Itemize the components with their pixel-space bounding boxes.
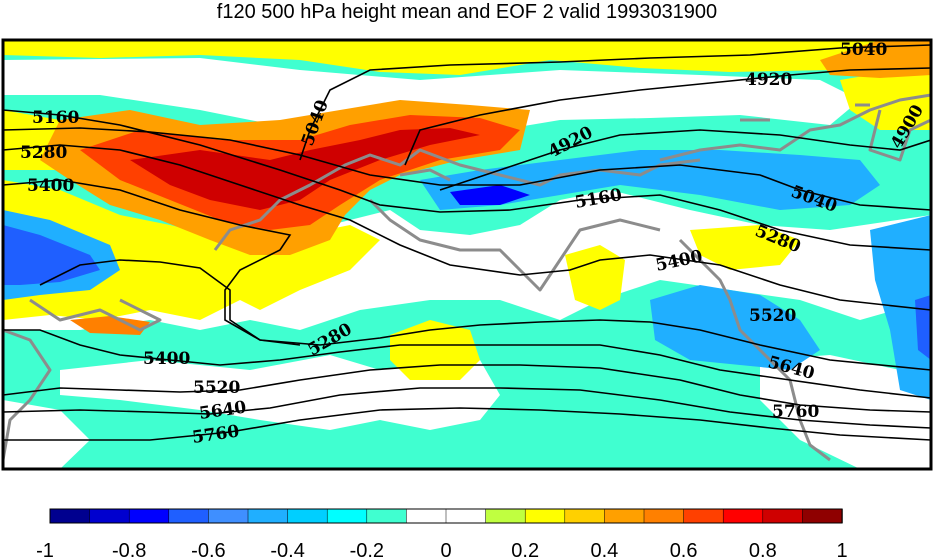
blue-region-north-dark [450,185,530,205]
colorbar-tick-label: 0.4 [590,540,618,558]
colorbar-cells [49,508,843,524]
contour-label: 5160 [32,108,79,128]
colorbar-tick-label: -0.4 [270,540,304,558]
blue-region-far-east [870,215,931,400]
colorbar-cell [287,508,328,524]
yellow-region-patch-1 [565,245,625,310]
contour-5760 [3,407,931,441]
colorbar-cell [683,508,724,524]
orange-region-small [70,316,150,335]
colorbar-tick-label: -0.2 [350,540,384,558]
contour-5040-north [299,44,931,161]
colorbar-tick-label: 0.8 [749,540,777,558]
colorbar-cell [564,508,606,524]
contour-label: 5520 [749,306,796,326]
contour-4920-north [404,67,931,166]
blue-region-far-east-dark [915,295,931,360]
contour-5400-west [3,179,931,371]
contour-label: 5040 [840,40,887,60]
contour-5280-west [3,144,931,311]
contour-label: 5280 [20,143,67,163]
coastlines [3,93,931,462]
colorbar-cell [445,508,487,524]
colorbar-cell [802,508,843,524]
contour-4920-mid [439,129,931,191]
contour-5640 [3,387,931,429]
contour-5160-mid [3,109,931,251]
colorbar-cell [247,508,289,524]
colorbar-tick-label: -0.8 [112,540,146,558]
colorbar-cell [722,508,764,524]
contour-5520 [3,364,931,413]
white-region-southeast [760,355,931,469]
colorbar-cell [128,508,170,524]
colorbar-tick-labels: -1 -0.8 -0.6 -0.4 -0.2 0 0.2 0.4 0.6 0.8 1 [36,540,847,558]
height-contours [3,44,931,441]
white-region-sw [3,400,90,469]
white-region-south [60,355,500,430]
colorbar-tick-label: 0.2 [511,540,539,558]
colorbar-tick-label: -0.6 [191,540,225,558]
yellow-region-patch-2 [690,225,800,270]
colorbar-cell [208,508,249,524]
colorbar-cell [485,508,526,524]
contour-5400-loop [39,259,301,346]
colorbar-cell [524,508,566,524]
map-title: f120 500 hPa height mean and EOF 2 valid… [216,1,718,23]
contour-5040-mid [3,127,931,211]
colorbar-tick-label: 0.6 [670,540,698,558]
colorbar-cell [49,508,91,524]
colorbar-frame [49,508,843,524]
contour-label: 5400 [143,349,190,369]
map-frame [1,38,933,471]
blue-region-north [420,150,880,210]
colorbar-cell [366,508,408,524]
blue-region-west-dark [3,225,100,285]
colorbar-cell [762,508,804,524]
colorbar-tick-label: -1 [36,540,54,558]
colorbar-tick-label: 1 [836,540,847,558]
colorbar-cell [643,508,685,524]
colorbar-cell [406,508,447,524]
colorbar-tick-label: 0 [440,540,451,558]
red-region-dark [130,128,480,210]
colorbar-cell [168,508,210,524]
colorbar-cell [326,508,368,524]
colorbar-cell [604,508,645,524]
contour-label: 5760 [772,402,819,422]
colorbar-cell [89,508,130,524]
contour-label: 5400 [27,176,74,196]
contour-label: 4920 [745,70,792,90]
yellow-region-north [3,40,931,75]
contour-label: 5520 [193,378,240,398]
contour-5400-sw [3,329,931,399]
